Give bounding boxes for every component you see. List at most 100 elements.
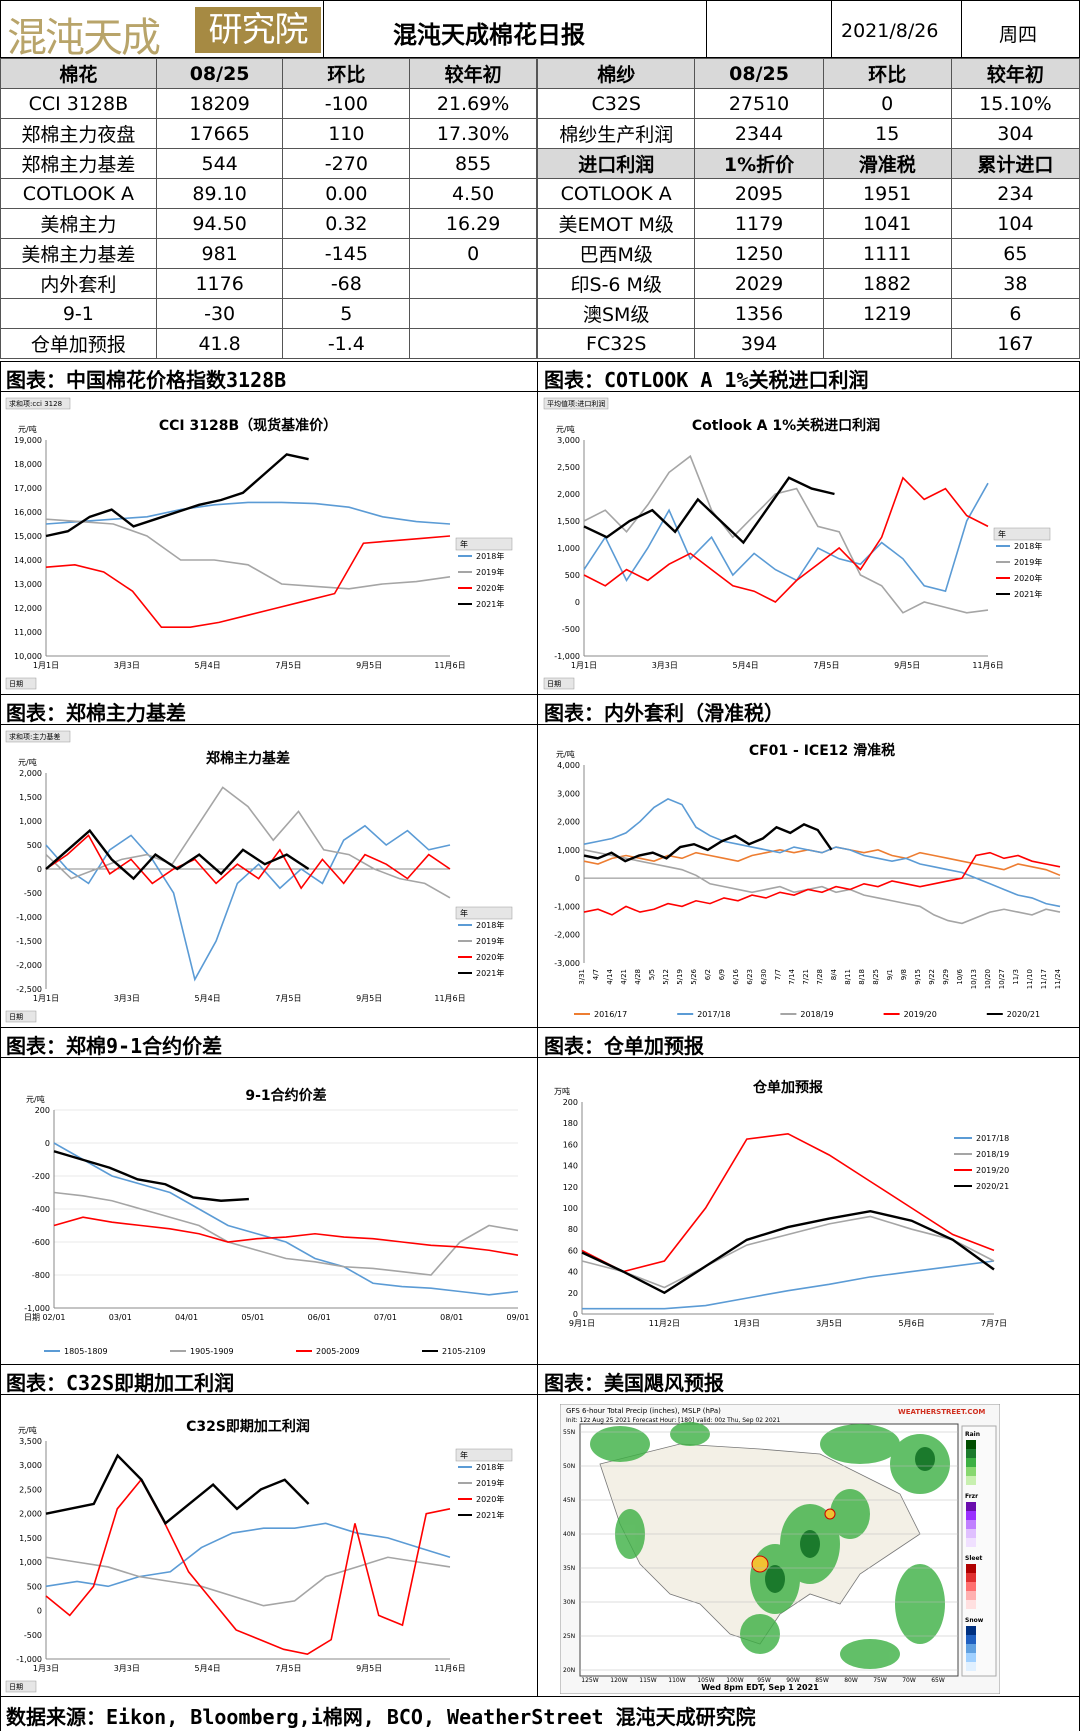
legend-title-button[interactable] bbox=[455, 1448, 513, 1462]
table-cell: 郑棉主力夜盘 bbox=[0, 118, 157, 149]
pivot-field-tag: 平均值项:进口利润 bbox=[547, 399, 605, 408]
legend-title-button[interactable] bbox=[455, 537, 513, 551]
table-cell: 855 bbox=[409, 148, 537, 179]
y-tick-label: -500 bbox=[24, 889, 42, 898]
chart-cci-3128b: 求和项:cci 3128 CCI 3128B（现货基准价） 元/吨 10,000 11,… bbox=[4, 396, 532, 690]
y-unit-label: 元/吨 bbox=[18, 757, 37, 767]
y-tick-label: 80 bbox=[568, 1225, 578, 1234]
x-tick-label: 6/16 bbox=[732, 968, 740, 984]
table-cell: 89.10 bbox=[155, 178, 284, 209]
y-tick-label: 2,000 bbox=[19, 1510, 42, 1519]
section-c32s-profit: 图表：C32S即期加工利润 bbox=[6, 1371, 235, 1395]
y-unit-label: 元/吨 bbox=[556, 749, 575, 759]
x-tick-label: 02/01 bbox=[42, 1313, 65, 1322]
x-tick-label: 05/01 bbox=[241, 1313, 264, 1322]
y-tick-label: 140 bbox=[563, 1162, 578, 1171]
series-line-2020/21 bbox=[583, 823, 833, 863]
series-line-2105-2109 bbox=[53, 1150, 249, 1202]
section-9-1-spread: 图表：郑棉9-1合约价差 bbox=[6, 1034, 223, 1058]
x-tick-label: 9/1 bbox=[886, 969, 894, 980]
precip-areas bbox=[590, 1422, 950, 1669]
y-tick-label: -1,000 bbox=[554, 902, 580, 911]
x-tick-label: 08/01 bbox=[440, 1313, 463, 1322]
precip-legend-swatch bbox=[966, 1626, 976, 1635]
y-tick-label: 2,500 bbox=[557, 463, 580, 472]
y-tick-label: 180 bbox=[563, 1119, 578, 1128]
legend-title-button[interactable] bbox=[455, 906, 513, 920]
series-line-2020年 bbox=[583, 476, 989, 603]
series-line-1905-1909 bbox=[53, 1191, 519, 1276]
table-cell: 巴西M级 bbox=[536, 238, 696, 269]
legend-label: 2018年 bbox=[476, 1462, 504, 1472]
table-cell: 38 bbox=[950, 268, 1080, 299]
x-tick-label: 7月7日 bbox=[981, 1319, 1007, 1328]
table-row: CCI 3128B 18209 -100 21.69% bbox=[0, 88, 537, 119]
legend-label: 2019/20 bbox=[976, 1166, 1009, 1175]
x-tick-label: 5/26 bbox=[690, 968, 698, 984]
y-tick-label: 1,500 bbox=[19, 793, 42, 802]
table-cell: C32S bbox=[536, 88, 696, 119]
legend-label: 1905-1909 bbox=[190, 1347, 234, 1356]
series-line-2018/19 bbox=[581, 1215, 995, 1289]
table-cell: 内外套利 bbox=[0, 268, 157, 299]
x-tick-label: 9月5日 bbox=[894, 661, 920, 670]
map-brand: WEATHERSTREET.COM bbox=[898, 1408, 985, 1416]
x-tick-label: 5/5 bbox=[648, 969, 656, 980]
y-tick-label: 3,000 bbox=[557, 436, 580, 445]
table-cell: 17.30% bbox=[409, 118, 537, 149]
series-line-2021年 bbox=[45, 828, 310, 881]
x-tick-label: 8/25 bbox=[872, 969, 880, 985]
x-tick-label: 4/14 bbox=[606, 968, 614, 984]
storm-center-icon bbox=[824, 1508, 836, 1520]
x-tick-label: 1月1日 bbox=[33, 994, 59, 1003]
legend-label: 2021年 bbox=[1014, 589, 1042, 599]
legend-title: 年 bbox=[460, 539, 468, 549]
legend-label: 2019/20 bbox=[904, 1010, 937, 1019]
legend-label: 2020/21 bbox=[1007, 1010, 1040, 1019]
y-tick-label: 17,000 bbox=[14, 484, 42, 493]
chart-title: 9-1合约价差 bbox=[245, 1087, 326, 1104]
section-cci-index: 图表：中国棉花价格指数3128B bbox=[6, 368, 287, 392]
date-field-label: 日期 bbox=[547, 680, 561, 688]
legend-label: 2020年 bbox=[476, 952, 504, 962]
table-cell bbox=[409, 268, 537, 299]
date-field-button[interactable] bbox=[5, 1010, 37, 1023]
page-header: 混沌天成 研究院 混沌天成棉花日报 2021/8/26 周四 bbox=[0, 0, 1080, 61]
table-cell: 15 bbox=[822, 118, 952, 149]
legend-label: 2019年 bbox=[476, 567, 504, 577]
x-tick-label: 1月3日 bbox=[734, 1319, 760, 1328]
legend-label: 2018年 bbox=[476, 920, 504, 930]
date-field-label: 日期 bbox=[9, 1013, 23, 1021]
table-row: 9-1 -30 5 bbox=[0, 298, 537, 329]
x-tick-label: 6/2 bbox=[704, 969, 712, 980]
date-field-button[interactable] bbox=[5, 1680, 37, 1693]
map-lon-label: 90W bbox=[786, 1677, 800, 1684]
y-tick-label: 3,000 bbox=[19, 1461, 42, 1470]
table-row: 内外套利 1176 -68 bbox=[0, 268, 537, 299]
table-cell: -270 bbox=[282, 148, 411, 179]
x-tick-label: 11/10 bbox=[1026, 969, 1034, 989]
x-tick-label: 5月4日 bbox=[195, 1664, 221, 1673]
x-tick-label: 10/27 bbox=[998, 969, 1006, 989]
table-cell: 0.32 bbox=[282, 208, 411, 239]
y-tick-label: 15,000 bbox=[14, 532, 42, 541]
hurricane-center-icon bbox=[751, 1555, 769, 1573]
y-unit-label: 元/吨 bbox=[26, 1094, 45, 1104]
legend-label: 2019年 bbox=[1014, 557, 1042, 567]
date-field-button[interactable] bbox=[543, 677, 575, 690]
table-row: 美EMOT M级 1179 1041 104 bbox=[536, 208, 1080, 239]
chart-warehouse-receipts: 仓单加预报 万吨 0 20 40 60 80 100 120 140 160 180 200 9月1日 11… bbox=[542, 1062, 1074, 1360]
legend-title-button[interactable] bbox=[993, 527, 1051, 541]
y-tick-label: 0 bbox=[573, 1310, 578, 1319]
date-field-button[interactable] bbox=[5, 677, 37, 690]
table-cell: -68 bbox=[282, 268, 411, 299]
y-tick-label: 0 bbox=[37, 1607, 42, 1616]
yarn-import-table: 棉纱 08/25 环比 较年初 C32S 27510 0 15.10% 棉纱生产利润 2344 15… bbox=[536, 58, 1080, 359]
x-tick-label: 6/9 bbox=[718, 969, 726, 980]
y-tick-label: 11,000 bbox=[14, 628, 42, 637]
table-cell bbox=[822, 328, 952, 359]
table-row: 郑棉主力夜盘 17665 110 17.30% bbox=[0, 118, 537, 149]
header-cell: 进口利润 bbox=[536, 148, 696, 179]
section-zce-basis: 图表：郑棉主力基差 bbox=[6, 701, 186, 725]
y-tick-label: -600 bbox=[32, 1238, 50, 1247]
